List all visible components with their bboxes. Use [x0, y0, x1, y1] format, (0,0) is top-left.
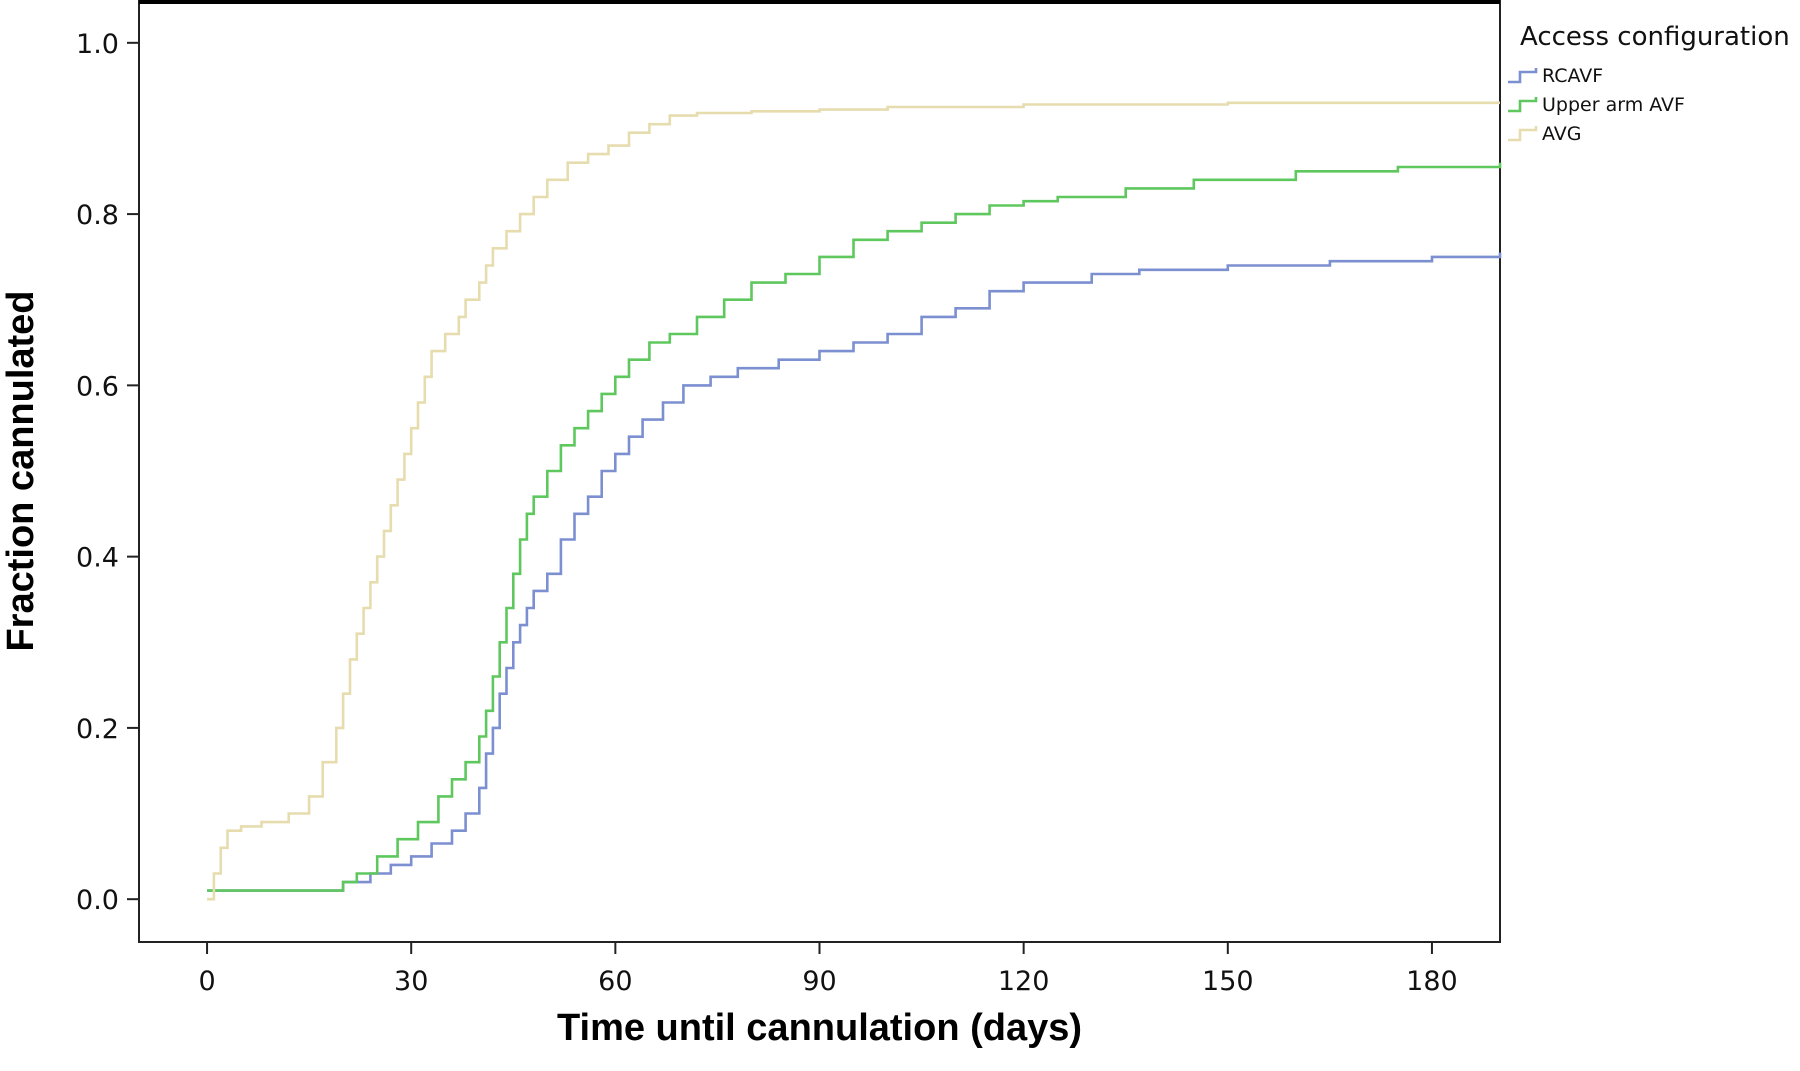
x-axis: 0 30 60 90 120 150 180 — [198, 942, 1458, 997]
x-tick-label: 0 — [198, 966, 215, 997]
legend-swatch — [1508, 68, 1538, 84]
legend-title: Access configuration — [1520, 22, 1790, 52]
y-tick-label: 0.2 — [76, 714, 119, 745]
y-tick-label: 0.8 — [76, 200, 119, 231]
series-line-3 — [207, 101, 1500, 901]
y-tick-label: 0.0 — [76, 885, 119, 916]
y-tick-label: 0.4 — [76, 543, 119, 574]
x-tick-label: 120 — [998, 966, 1050, 997]
series-line-2 — [207, 162, 1502, 892]
x-tick-label: 180 — [1406, 966, 1458, 997]
legend-label: Upper arm AVF — [1542, 94, 1685, 116]
x-tick-label: 90 — [802, 966, 836, 997]
y-axis: 0.0 0.2 0.4 0.6 0.8 1.0 — [76, 29, 139, 916]
series-line-1 — [207, 252, 1502, 892]
plot-frame — [138, 0, 1501, 943]
series-lines — [207, 101, 1502, 901]
legend: Access configuration RCAVF Upper arm AVF A… — [1508, 22, 1790, 145]
y-tick-label: 1.0 — [76, 29, 119, 60]
legend-swatch — [1508, 126, 1538, 142]
y-axis-title: Fraction cannulated — [0, 290, 42, 651]
x-tick-label: 60 — [598, 966, 632, 997]
legend-label: RCAVF — [1542, 65, 1603, 87]
x-tick-label: 30 — [394, 966, 428, 997]
y-tick-label: 0.6 — [76, 371, 119, 402]
legend-swatch — [1508, 97, 1538, 113]
x-tick-label: 150 — [1202, 966, 1254, 997]
x-axis-title: Time until cannulation (days) — [557, 1007, 1082, 1049]
legend-label: AVG — [1542, 123, 1582, 145]
